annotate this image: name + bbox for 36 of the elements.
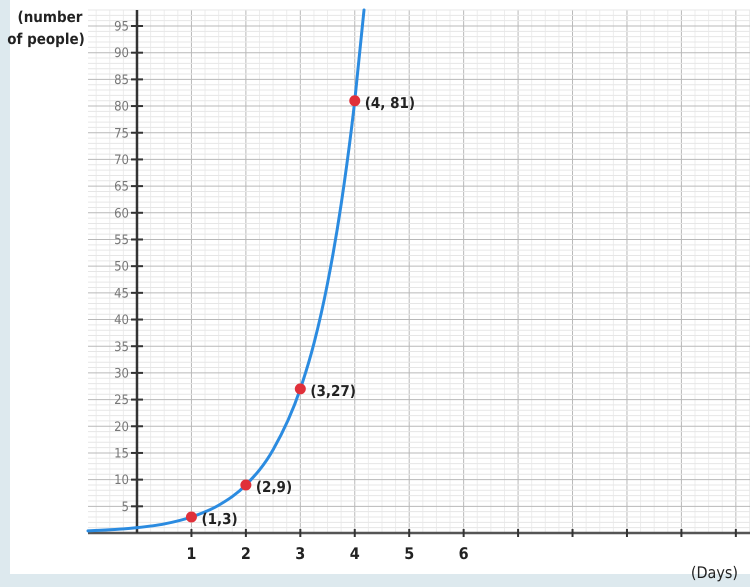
x-axis-title: (Days): [690, 563, 738, 582]
y-tick-label: 20: [114, 420, 129, 435]
y-tick-label: 85: [114, 72, 129, 88]
y-tick-label: 65: [114, 180, 129, 195]
point: [240, 479, 252, 490]
y-tick-label: 25: [114, 393, 129, 408]
y-tick-label: 55: [114, 233, 129, 248]
y-tick-label: 75: [114, 126, 129, 142]
annotation: (3,27): [310, 382, 356, 400]
y-tick-label: 80: [114, 100, 129, 115]
point: [294, 383, 306, 394]
x-tick-label: 3: [295, 544, 306, 563]
x-tick-label: 6: [458, 544, 469, 563]
line-series: [86, 8, 366, 532]
point: [349, 95, 360, 106]
x-tick-label: 4: [350, 544, 360, 563]
y-tick-label: 40: [114, 313, 129, 328]
annotation: (4, 81): [364, 94, 416, 112]
y-tick-label: 50: [114, 260, 129, 275]
y-tick-label: 45: [114, 286, 129, 302]
annotation: (1,3): [201, 510, 238, 528]
y-tick-label: 15: [114, 446, 129, 462]
y-tick-label: 5: [122, 500, 129, 515]
y-tick-label: 95: [114, 20, 129, 35]
y-axis-title: (number of people): [7, 8, 85, 48]
y-tick-label: 35: [114, 340, 129, 355]
y-tick-label: 70: [114, 152, 129, 168]
point: [186, 512, 197, 522]
x-tick-label: 2: [240, 544, 251, 563]
y-tick-label: 60: [114, 206, 129, 222]
y-tick-label: 90: [114, 46, 129, 62]
x-tick-label: 5: [404, 544, 414, 563]
y-tick-label: 10: [114, 473, 129, 488]
x-tick-label: 1: [186, 544, 196, 563]
y-tick-label: 30: [114, 366, 129, 382]
annotation: (2,9): [256, 478, 292, 496]
